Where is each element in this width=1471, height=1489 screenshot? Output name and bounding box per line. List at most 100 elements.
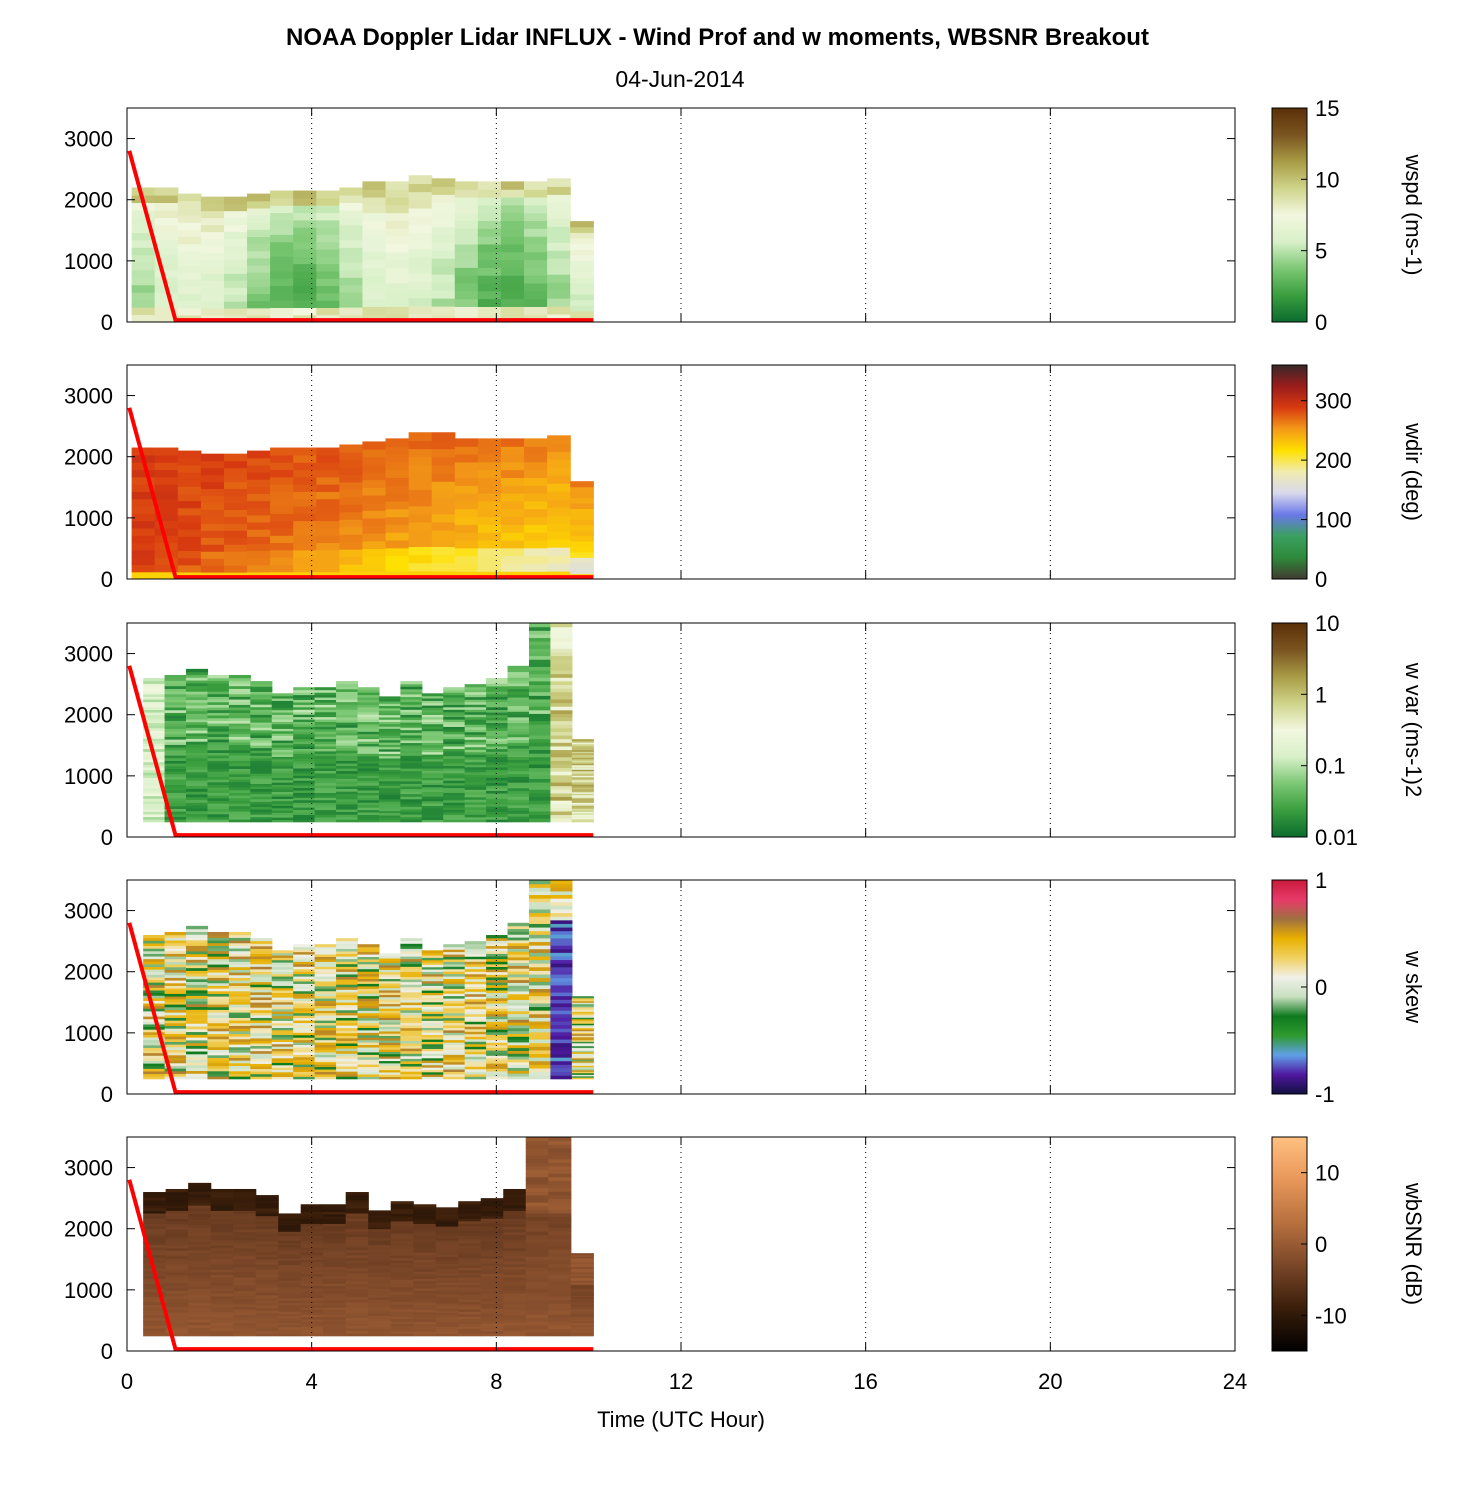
heatmap-cell xyxy=(293,1024,316,1028)
heatmap-cell xyxy=(271,1043,294,1047)
heatmap-cell xyxy=(228,685,251,689)
heatmap-cell xyxy=(165,1204,189,1209)
heatmap-cell xyxy=(570,1332,594,1335)
heatmap-cell xyxy=(233,1196,257,1201)
heatmap-cell xyxy=(164,977,187,981)
heatmap-cell xyxy=(165,1215,189,1219)
heatmap-cell xyxy=(186,959,209,963)
heatmap-cell xyxy=(550,916,573,921)
heatmap-cell xyxy=(314,699,337,703)
heatmap-cell xyxy=(233,1330,257,1334)
heatmap-cell xyxy=(143,806,166,810)
heatmap-cell xyxy=(500,500,525,510)
heatmap-cell xyxy=(378,953,401,957)
heatmap-cell xyxy=(458,1316,482,1320)
heatmap-cell xyxy=(186,679,209,684)
mixing-height-line xyxy=(127,665,594,838)
heatmap-cell xyxy=(431,473,456,482)
heatmap-cell xyxy=(143,1220,167,1224)
heatmap-cell xyxy=(255,1320,279,1324)
heatmap-cell xyxy=(548,1328,572,1333)
heatmap-cell xyxy=(143,1039,166,1043)
heatmap-cell xyxy=(408,554,433,564)
heatmap-cell xyxy=(314,1022,337,1026)
heatmap-cell xyxy=(486,1044,509,1048)
heatmap-cell xyxy=(207,942,230,946)
heatmap-cell xyxy=(550,905,573,910)
heatmap-cell xyxy=(503,1266,527,1270)
heatmap-cell xyxy=(228,963,251,968)
heatmap-cell xyxy=(500,493,525,502)
heatmap-cell xyxy=(143,971,166,975)
heatmap-cell xyxy=(357,1054,380,1058)
heatmap-cell xyxy=(186,1000,209,1005)
heatmap-cell xyxy=(323,1287,347,1291)
heatmap-cell xyxy=(571,1071,594,1074)
heatmap-cell xyxy=(210,1242,234,1246)
heatmap-cell xyxy=(293,819,316,823)
heatmap-cell xyxy=(503,1212,527,1217)
heatmap-cell xyxy=(571,764,594,767)
heatmap-cell xyxy=(271,807,294,811)
heatmap-cell xyxy=(413,1309,437,1313)
heatmap-cell xyxy=(400,734,423,738)
heatmap-cell xyxy=(570,1292,594,1295)
heatmap-cell xyxy=(314,765,337,769)
heatmap-cell xyxy=(548,1249,572,1254)
heatmap-cell xyxy=(339,299,364,308)
heatmap-cell xyxy=(413,1299,437,1303)
heatmap-cell xyxy=(570,1265,594,1268)
heatmap-cell xyxy=(200,544,225,552)
heatmap-cell xyxy=(443,1071,466,1075)
heatmap-cell xyxy=(357,966,380,970)
heatmap-cell xyxy=(293,1017,316,1021)
heatmap-cell xyxy=(362,196,387,206)
heatmap-cell xyxy=(503,1258,527,1262)
heatmap-cell xyxy=(480,1320,504,1324)
heatmap-cell xyxy=(477,220,502,229)
heatmap-cell xyxy=(293,743,316,747)
heatmap-cell xyxy=(570,260,594,267)
heatmap-cell xyxy=(143,730,166,734)
heatmap-cell xyxy=(293,256,317,265)
heatmap-cell xyxy=(271,817,294,820)
heatmap-cell xyxy=(207,776,230,780)
heatmap-cell xyxy=(464,789,487,793)
heatmap-cell xyxy=(255,1233,279,1237)
heatmap-cell xyxy=(400,1065,423,1070)
heatmap-cell xyxy=(165,1223,189,1227)
heatmap-cell xyxy=(293,799,316,803)
heatmap-cell xyxy=(571,1051,594,1054)
heatmap-cell xyxy=(528,963,552,968)
heatmap-cell xyxy=(255,1271,279,1275)
heatmap-cell xyxy=(547,539,571,548)
heatmap-cell xyxy=(400,1009,423,1013)
heatmap-cell xyxy=(207,800,230,804)
heatmap-cell xyxy=(548,1176,572,1181)
heatmap-cell xyxy=(323,1242,347,1246)
heatmap-cell xyxy=(458,1247,482,1251)
heatmap-cell xyxy=(250,1032,273,1036)
heatmap-cell xyxy=(528,626,552,631)
heatmap-cell xyxy=(357,777,380,781)
heatmap-cell xyxy=(228,950,251,954)
heatmap-cell xyxy=(314,728,337,732)
heatmap-cell xyxy=(339,202,364,211)
heatmap-cell xyxy=(400,745,423,749)
heatmap-cell xyxy=(390,1245,414,1249)
heatmap-cell xyxy=(408,448,433,458)
heatmap-cell xyxy=(247,200,271,209)
heatmap-cell xyxy=(421,964,444,968)
heatmap-cell xyxy=(550,995,573,1000)
heatmap-cell xyxy=(570,221,594,228)
heatmap-cell xyxy=(464,1021,487,1025)
heatmap-cell xyxy=(228,1020,251,1024)
heatmap-cell xyxy=(270,535,294,544)
heatmap-cell xyxy=(421,812,444,816)
heatmap-cell xyxy=(165,1196,189,1201)
heatmap-cell xyxy=(464,766,487,770)
heatmap-cell xyxy=(571,779,594,782)
heatmap-cell xyxy=(336,791,359,795)
